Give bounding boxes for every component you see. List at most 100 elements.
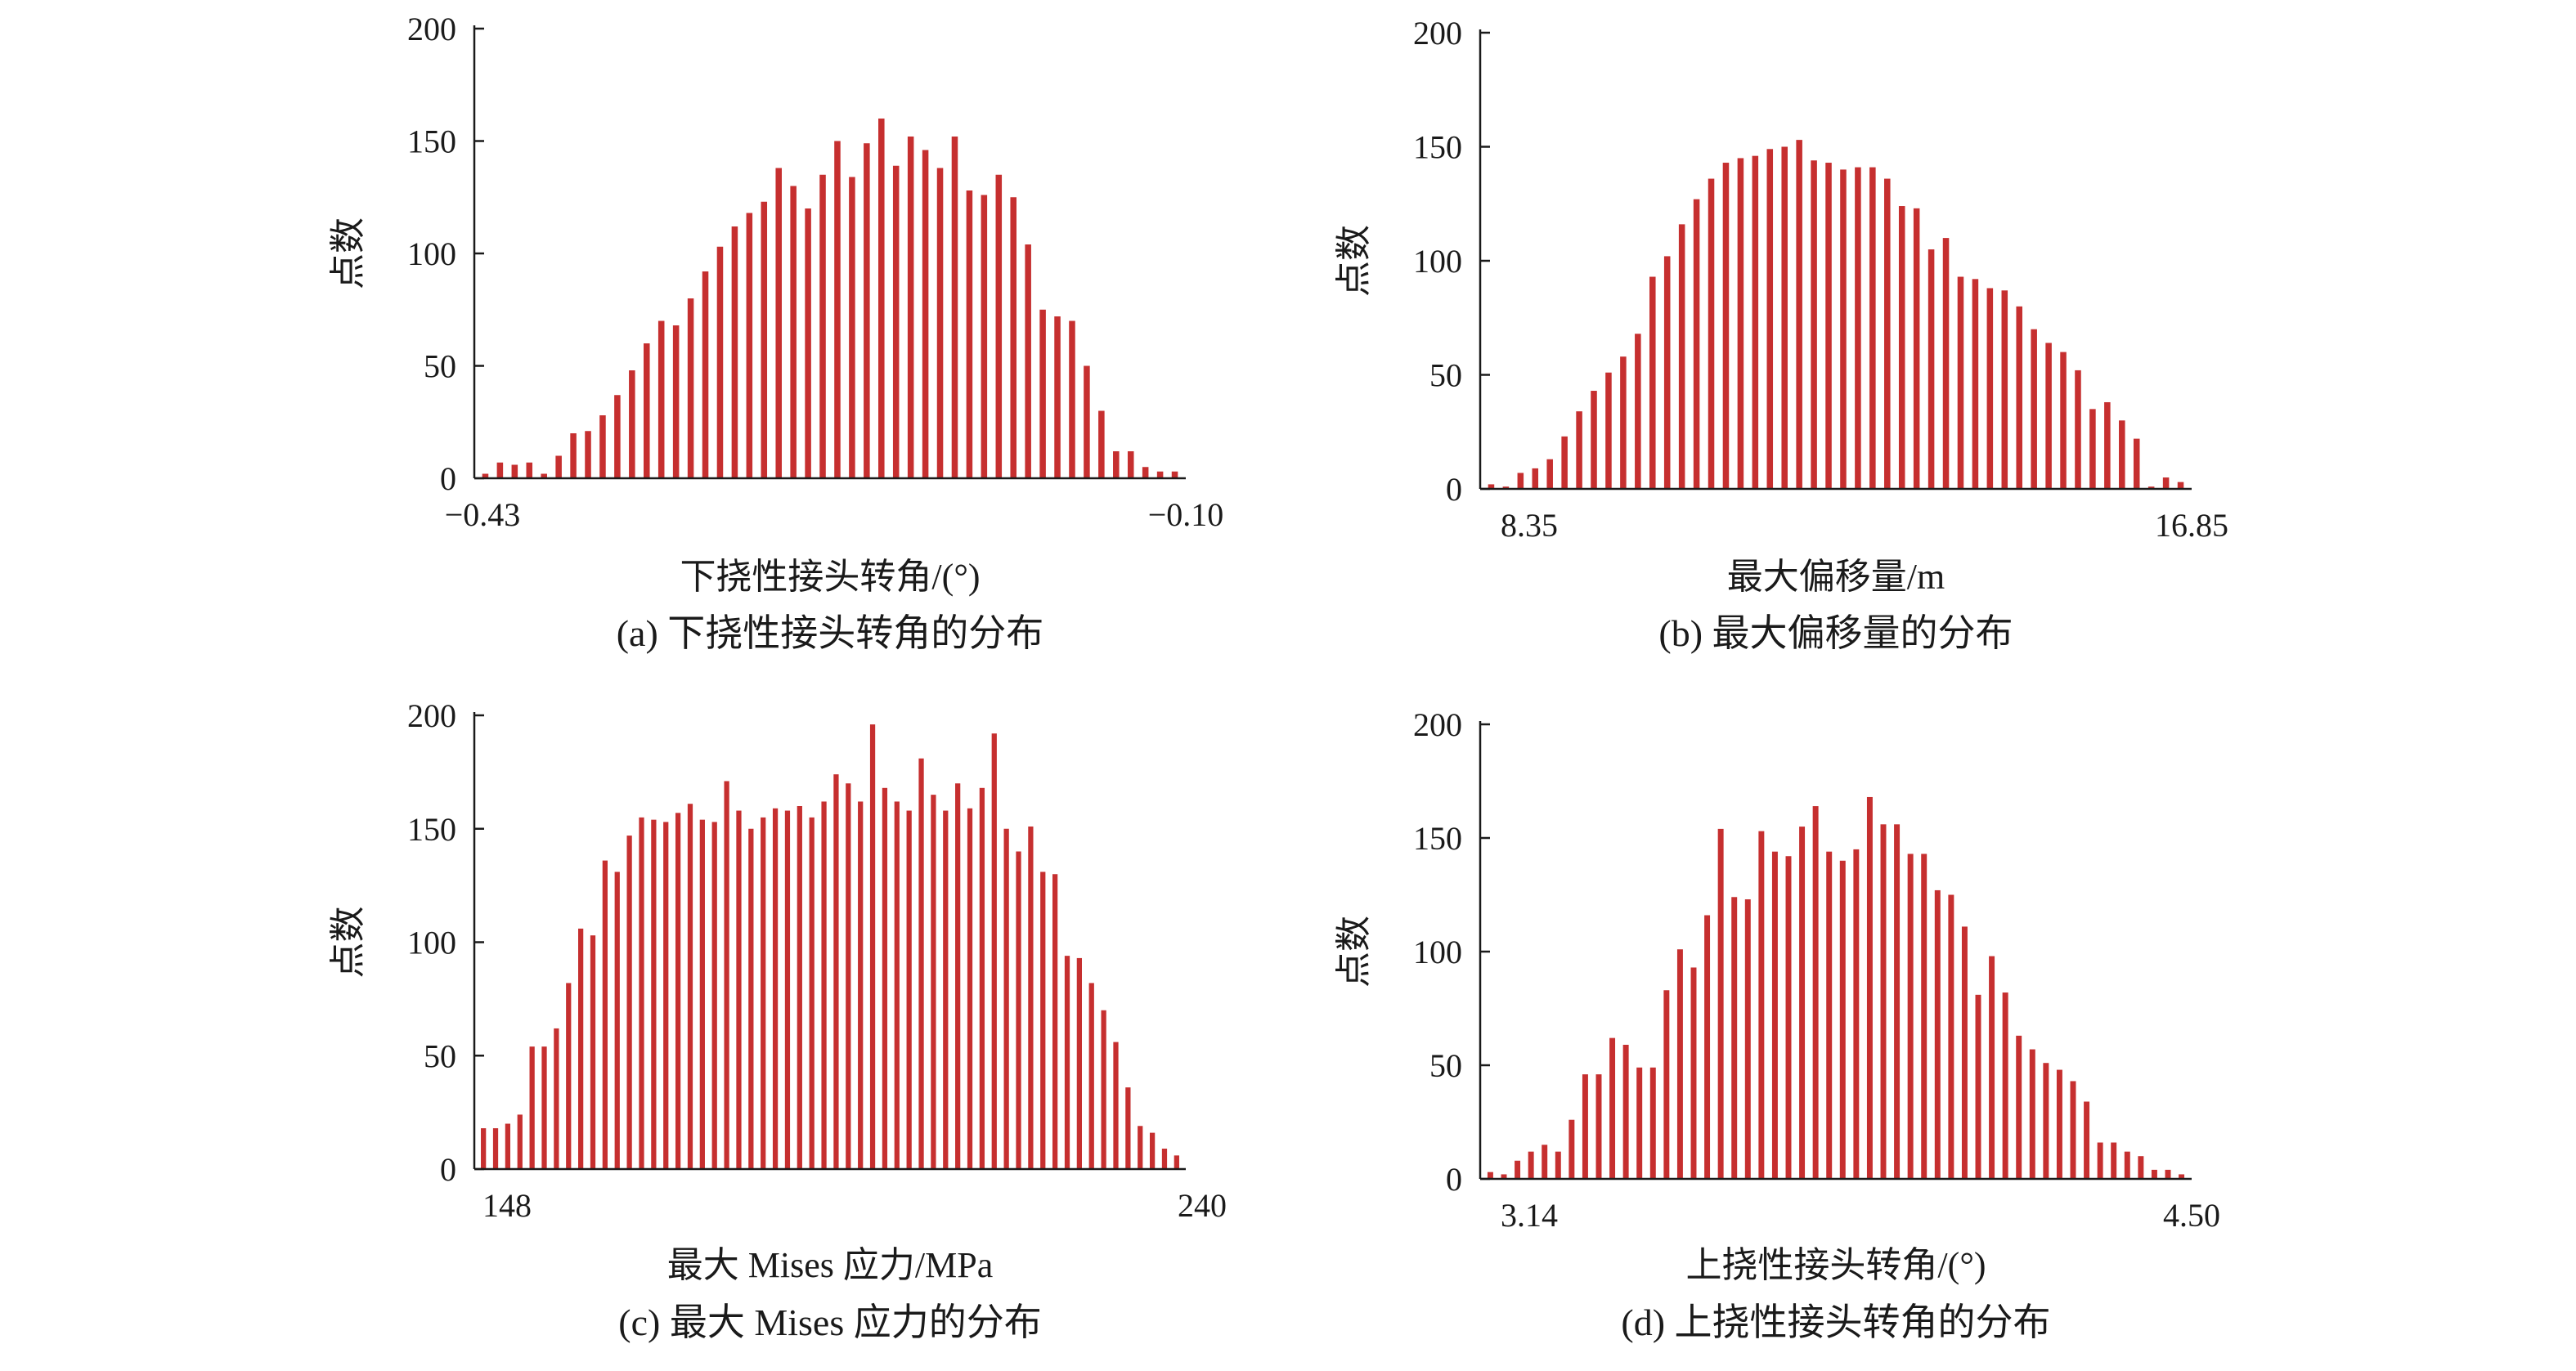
bar <box>981 195 988 478</box>
bar <box>1546 459 1553 489</box>
bar <box>1678 224 1685 489</box>
bar <box>1488 484 1495 489</box>
bar <box>1869 167 1876 490</box>
bar <box>1752 155 1759 489</box>
x-tick-label-min: 148 <box>482 1187 532 1224</box>
bar <box>2151 1169 2157 1179</box>
bar <box>1853 849 1860 1179</box>
bar <box>541 473 547 478</box>
bar <box>1812 806 1819 1179</box>
bar <box>1039 309 1046 478</box>
bar <box>2179 1174 2185 1179</box>
bar <box>1098 410 1105 478</box>
bar <box>761 201 768 478</box>
bar <box>882 787 888 1169</box>
bar <box>748 828 754 1169</box>
y-axis-label: 点数 <box>1334 225 1374 297</box>
bar <box>1054 316 1061 478</box>
bar <box>1622 1044 1629 1179</box>
bar <box>1825 163 1832 489</box>
bar <box>492 1128 499 1169</box>
bar <box>1088 983 1094 1169</box>
bar <box>2043 1063 2049 1179</box>
bar <box>1704 915 1711 1179</box>
bar <box>570 433 577 478</box>
bar <box>1866 796 1873 1179</box>
bar <box>1811 160 1817 490</box>
bar <box>2056 1069 2062 1179</box>
bar <box>626 836 632 1169</box>
bar <box>1174 1155 1179 1169</box>
bar <box>687 804 693 1169</box>
y-tick-label: 50 <box>424 348 456 385</box>
bar <box>1576 411 1582 489</box>
bar <box>2138 1156 2144 1179</box>
bar <box>1582 1074 1588 1179</box>
bar <box>805 208 811 478</box>
bar <box>1781 146 1788 489</box>
bar <box>894 801 900 1169</box>
bar <box>834 141 841 478</box>
bar <box>966 190 973 478</box>
bar <box>833 774 839 1169</box>
bar <box>1907 854 1914 1179</box>
y-tick-label: 200 <box>407 11 456 47</box>
x-tick-label-max: 240 <box>1178 1187 1227 1224</box>
bar <box>511 464 518 478</box>
bar <box>1003 828 1009 1169</box>
bar <box>505 1123 511 1169</box>
bar <box>1501 1174 1507 1179</box>
bar <box>1084 365 1090 478</box>
bar <box>1532 468 1539 489</box>
y-tick-label: 50 <box>1429 1047 1462 1084</box>
bar <box>1591 391 1597 489</box>
bar <box>1595 1074 1602 1179</box>
bar <box>496 462 504 478</box>
bar <box>922 150 929 478</box>
y-tick-label: 0 <box>1446 1161 1462 1198</box>
bar <box>2001 290 2008 489</box>
bar <box>2162 477 2170 489</box>
x-tick-label-min: 3.14 <box>1501 1197 1558 1234</box>
bar <box>1487 1172 1493 1179</box>
bar <box>1961 926 1968 1179</box>
y-tick-label: 100 <box>1413 243 1462 280</box>
bar <box>1785 856 1792 1179</box>
bar <box>869 724 876 1169</box>
bar <box>1502 486 1510 489</box>
bar <box>1717 828 1724 1179</box>
bar <box>1142 467 1149 478</box>
bar <box>1649 276 1656 489</box>
bar <box>907 137 914 478</box>
bar <box>951 137 958 478</box>
bar <box>1722 163 1730 489</box>
y-tick-label: 100 <box>407 925 456 961</box>
x-tick-label-max: 4.50 <box>2163 1197 2220 1234</box>
bar <box>651 819 657 1169</box>
bar <box>687 298 694 478</box>
panel-caption: (a) 下挠性接头转角的分布 <box>617 612 1044 654</box>
y-tick-label: 0 <box>1446 471 1462 508</box>
bar <box>979 787 985 1169</box>
bar <box>1517 473 1524 489</box>
bar <box>526 462 533 478</box>
panel-caption: (d) 上挠性接头转角的分布 <box>1621 1302 2050 1343</box>
bar <box>2031 329 2037 489</box>
bar <box>1052 874 1058 1169</box>
bar <box>858 801 864 1169</box>
y-tick-label: 200 <box>407 697 456 734</box>
bar <box>481 1128 487 1169</box>
bar <box>2016 1035 2022 1179</box>
bar <box>892 165 900 478</box>
bar <box>2016 306 2022 489</box>
bar <box>1069 320 1075 478</box>
y-tick-label: 200 <box>1413 706 1462 743</box>
bar <box>1942 238 1950 489</box>
bar <box>819 174 826 478</box>
bar <box>554 1028 559 1169</box>
bar <box>1555 1151 1561 1179</box>
bar <box>2124 1151 2130 1179</box>
bar <box>1948 894 1954 1179</box>
bar <box>1127 451 1134 478</box>
